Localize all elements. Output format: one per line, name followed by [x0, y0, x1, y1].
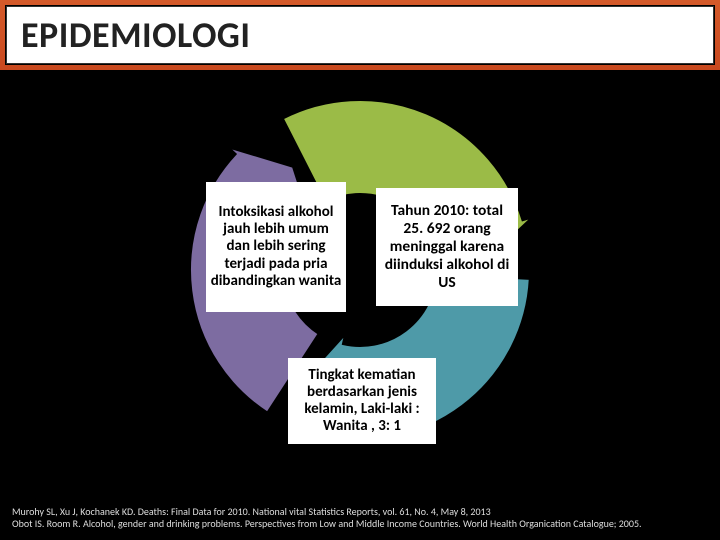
- segment-text-right: Tahun 2010: total 25. 692 orang meningga…: [376, 188, 518, 306]
- segment-text-bottom: Tingkat kematian berdasarkan jenis kelam…: [288, 358, 436, 444]
- cycle-diagram: Intoksikasi alkohol jauh lebih umum dan …: [180, 90, 540, 450]
- header-bar: EPIDEMIOLOGI: [0, 0, 720, 70]
- page-title: EPIDEMIOLOGI: [21, 13, 250, 57]
- segment-text-left: Intoksikasi alkohol jauh lebih umum dan …: [206, 182, 346, 312]
- footer-citations: Murohy SL, Xu J, Kochanek KD. Deaths: Fi…: [12, 506, 708, 530]
- citation-line-2: Obot IS. Room R. Alcohol, gender and dri…: [12, 518, 708, 530]
- header-inner: EPIDEMIOLOGI: [6, 6, 714, 64]
